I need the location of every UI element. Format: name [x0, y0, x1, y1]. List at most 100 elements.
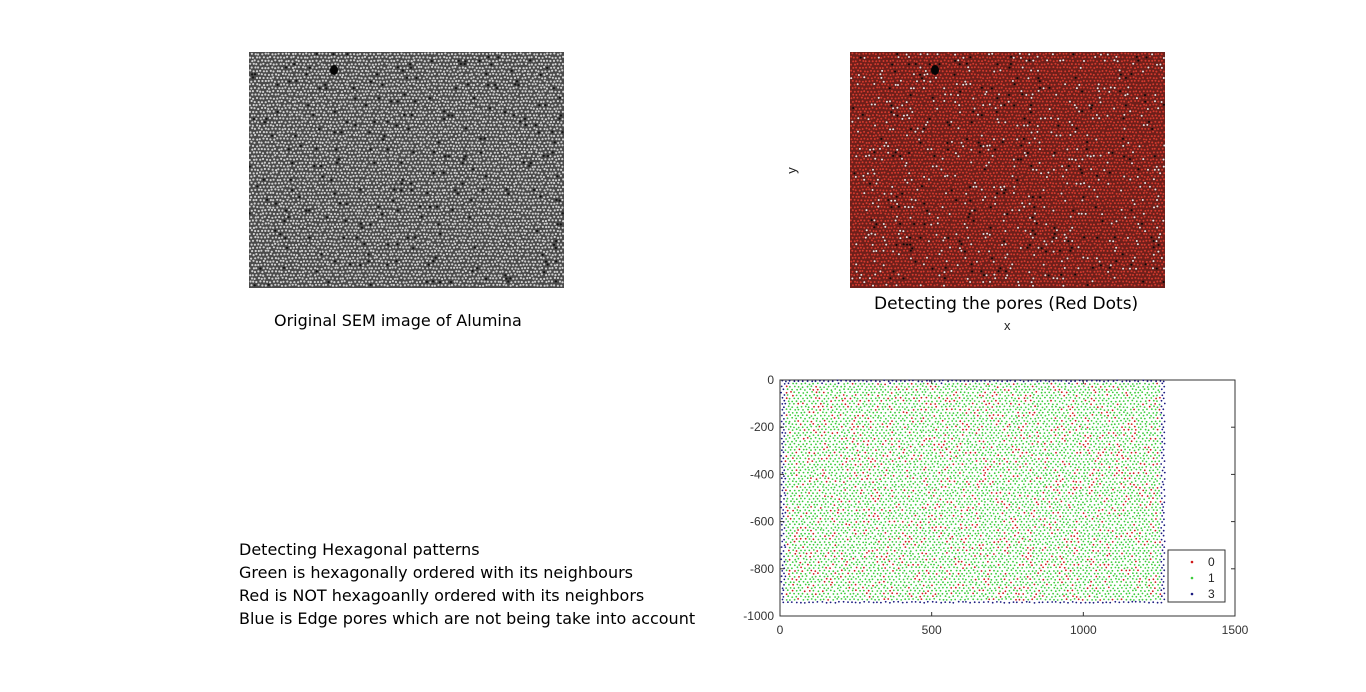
scatter-point	[929, 449, 932, 452]
scatter-point	[1138, 524, 1140, 527]
scatter-point	[1136, 423, 1138, 425]
scatter-point	[1078, 489, 1081, 492]
scatter-point	[999, 394, 1002, 396]
scatter-point	[1050, 452, 1053, 455]
scatter-point	[1119, 383, 1121, 386]
scatter-point	[1056, 518, 1059, 521]
scatter-point	[895, 380, 898, 383]
scatter-point	[940, 434, 942, 437]
scatter-point	[863, 440, 865, 443]
scatter-point	[1021, 412, 1024, 414]
scatter-point	[974, 423, 977, 426]
scatter-point	[1093, 445, 1096, 448]
scatter-point	[825, 509, 828, 512]
scatter-point	[1106, 417, 1108, 419]
scatter-point	[819, 431, 822, 434]
scatter-point	[1162, 506, 1165, 508]
scatter-point	[824, 535, 826, 538]
scatter-point	[980, 396, 983, 399]
scatter-point	[798, 495, 801, 497]
scatter-point	[826, 388, 828, 391]
scatter-point	[816, 399, 819, 402]
scatter-point	[785, 524, 787, 526]
scatter-point	[978, 451, 980, 454]
scatter-point	[959, 472, 961, 474]
scatter-point	[889, 480, 892, 483]
scatter-point	[992, 414, 995, 416]
scatter-point	[880, 480, 883, 483]
scatter-point	[955, 431, 957, 434]
scatter-point	[1163, 524, 1166, 527]
scatter-point	[1067, 417, 1070, 420]
scatter-point	[812, 389, 815, 391]
scatter-point	[969, 491, 972, 494]
scatter-point	[944, 405, 947, 408]
scatter-point	[838, 440, 841, 443]
scatter-point	[876, 475, 879, 477]
scatter-point	[1045, 474, 1048, 477]
scatter-point	[914, 405, 916, 408]
scatter-point	[1018, 403, 1021, 406]
scatter-point	[1069, 455, 1072, 458]
scatter-point	[885, 429, 888, 432]
scatter-point	[1116, 443, 1119, 446]
scatter-point	[1036, 414, 1038, 417]
scatter-point	[1149, 437, 1152, 440]
scatter-point	[952, 434, 955, 437]
scatter-point	[788, 420, 791, 423]
scatter-point	[1029, 429, 1032, 432]
scatter-point	[1078, 517, 1081, 520]
scatter-point	[1115, 472, 1118, 475]
scatter-point	[1029, 508, 1032, 511]
scatter-point	[1053, 419, 1056, 422]
scatter-point	[914, 434, 917, 437]
scatter-point	[823, 419, 826, 422]
scatter-point	[830, 486, 833, 489]
scatter-point	[1091, 460, 1093, 462]
scatter-point	[1154, 534, 1157, 537]
scatter-point	[967, 380, 970, 382]
scatter-point	[958, 528, 961, 531]
scatter-point	[1027, 448, 1030, 451]
scatter-point	[1114, 458, 1116, 460]
scatter-point	[782, 423, 785, 425]
scatter-point	[1010, 432, 1013, 434]
scatter-point	[922, 417, 925, 420]
scatter-point	[1142, 432, 1144, 435]
scatter-point	[836, 437, 839, 439]
scatter-point	[880, 417, 882, 419]
scatter-point	[936, 394, 938, 397]
scatter-point	[941, 379, 944, 382]
scatter-point	[891, 535, 894, 538]
scatter-point	[1044, 512, 1047, 514]
scatter-point	[891, 524, 894, 527]
scatter-point	[999, 468, 1002, 471]
scatter-point	[801, 380, 804, 383]
scatter-point	[1101, 486, 1104, 489]
scatter-point	[1107, 437, 1110, 439]
scatter-point	[789, 454, 792, 457]
scatter-point	[937, 466, 940, 468]
scatter-point	[980, 391, 983, 393]
scatter-point	[922, 382, 925, 385]
scatter-point	[1023, 483, 1025, 486]
scatter-point	[1010, 391, 1013, 394]
scatter-point	[1129, 494, 1132, 497]
scatter-point	[1150, 385, 1153, 388]
scatter-point	[1137, 506, 1140, 509]
scatter-point	[890, 529, 893, 532]
scatter-point	[853, 472, 856, 474]
scatter-point	[869, 420, 872, 423]
scatter-point	[899, 391, 902, 394]
scatter-point	[995, 492, 998, 494]
scatter-point	[1120, 477, 1123, 480]
scatter-point	[1090, 443, 1092, 446]
scatter-point	[784, 466, 787, 468]
scatter-point	[972, 391, 974, 394]
scatter-point	[997, 454, 1000, 457]
scatter-point	[912, 483, 915, 485]
scatter-point	[806, 380, 809, 382]
scatter-point	[1054, 389, 1057, 391]
scatter-point	[787, 526, 790, 529]
scatter-point	[1075, 395, 1078, 397]
